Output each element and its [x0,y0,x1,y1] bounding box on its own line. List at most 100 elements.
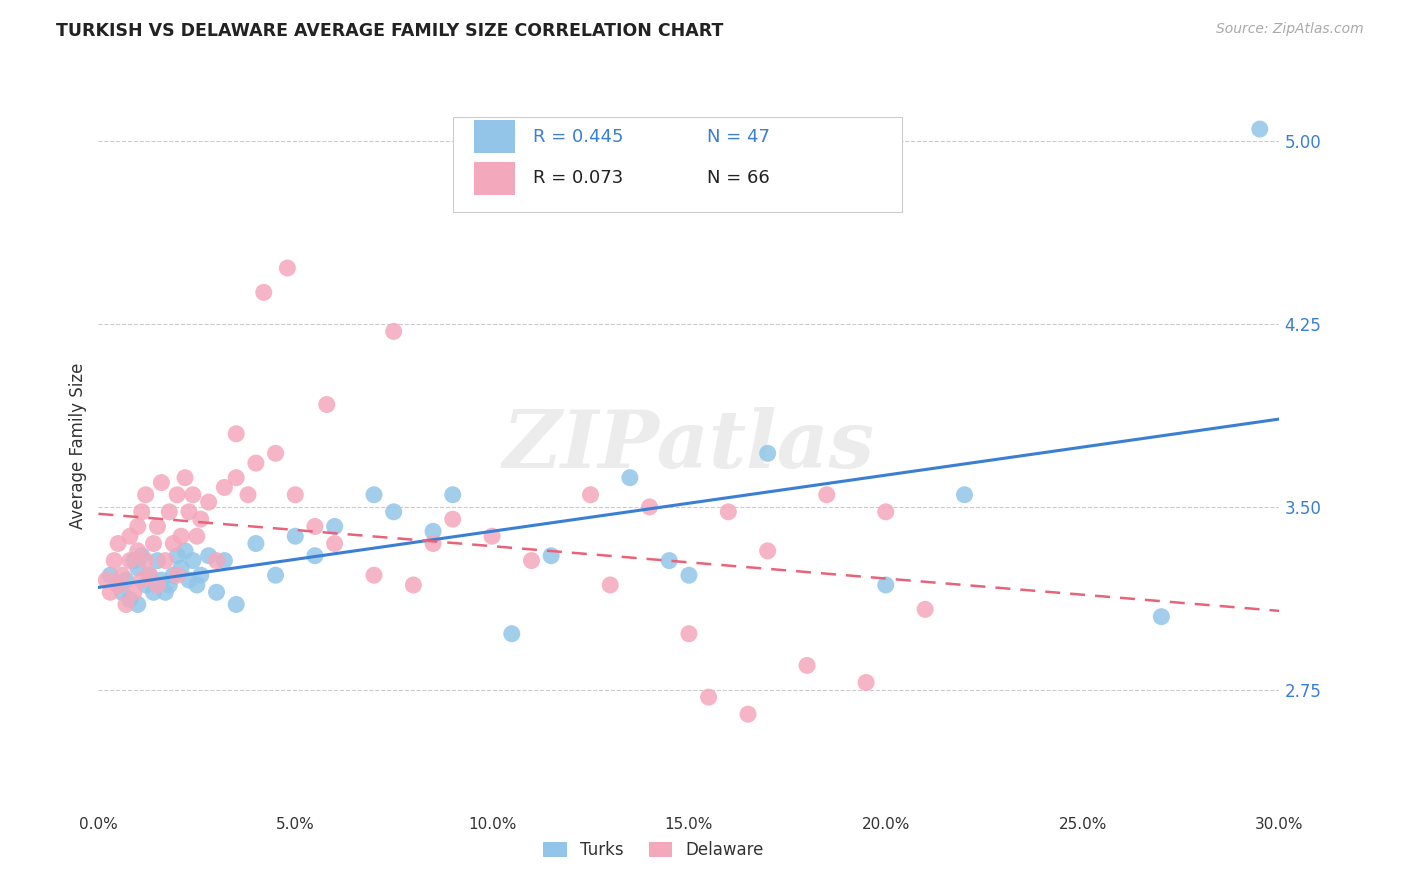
Point [638,500,661,514]
Point [214,553,236,567]
Point [756,544,779,558]
Point [111,585,134,599]
Point [118,529,141,543]
Point [363,568,385,582]
Point [170,529,193,543]
Point [796,658,818,673]
Point [115,598,138,612]
Point [157,505,180,519]
Point [127,598,149,612]
Point [166,488,188,502]
Point [264,568,287,582]
FancyBboxPatch shape [453,117,901,212]
Point [382,325,405,339]
Point [264,446,287,460]
Point [166,568,188,582]
Point [520,553,543,567]
Point [304,549,326,563]
Point [150,573,173,587]
Point [177,573,200,587]
Point [225,426,247,441]
Point [253,285,276,300]
Point [118,553,141,567]
Point [363,488,385,502]
Text: TURKISH VS DELAWARE AVERAGE FAMILY SIZE CORRELATION CHART: TURKISH VS DELAWARE AVERAGE FAMILY SIZE … [56,22,724,40]
Text: ZIPatlas: ZIPatlas [503,408,875,484]
Point [122,553,145,567]
Point [96,573,118,587]
Point [717,505,740,519]
Point [115,573,138,587]
Y-axis label: Average Family Size: Average Family Size [69,363,87,529]
Point [181,553,204,567]
FancyBboxPatch shape [474,162,516,194]
Point [135,488,157,502]
Point [236,488,259,502]
Point [214,480,236,494]
Point [122,585,145,599]
Text: N = 66: N = 66 [707,169,769,187]
Point [737,707,759,722]
Point [166,549,188,563]
Point [284,529,307,543]
Point [245,536,267,550]
Point [138,568,160,582]
Point [245,456,267,470]
Point [190,512,212,526]
Text: R = 0.073: R = 0.073 [533,169,623,187]
Point [155,553,177,567]
Point [697,690,720,705]
Point [953,488,976,502]
Point [135,553,157,567]
Text: Source: ZipAtlas.com: Source: ZipAtlas.com [1216,22,1364,37]
Point [146,519,169,533]
Point [135,578,157,592]
Point [276,260,298,275]
Point [127,519,149,533]
Point [98,568,121,582]
Point [501,626,523,640]
Point [323,536,346,550]
Point [678,626,700,640]
Point [225,598,247,612]
Point [131,549,153,563]
Point [162,536,184,550]
Point [190,568,212,582]
Point [174,544,197,558]
Point [1249,122,1271,136]
Point [914,602,936,616]
FancyBboxPatch shape [474,120,516,153]
Text: R = 0.445: R = 0.445 [533,128,623,145]
Point [146,578,169,592]
Point [579,488,602,502]
Point [131,573,153,587]
Point [756,446,779,460]
Point [170,561,193,575]
Point [315,398,337,412]
Point [142,585,165,599]
Point [107,578,129,592]
Point [304,519,326,533]
Point [181,488,204,502]
Point [107,536,129,550]
Point [118,592,141,607]
Point [402,578,425,592]
Point [162,568,184,582]
Point [422,524,444,539]
Point [422,536,444,550]
Point [815,488,838,502]
Point [875,505,897,519]
Point [599,578,621,592]
Point [177,505,200,519]
Point [138,568,160,582]
Point [174,471,197,485]
Point [142,536,165,550]
Point [98,585,121,599]
Point [225,471,247,485]
Point [157,578,180,592]
Point [155,585,177,599]
Point [205,553,228,567]
Point [1150,609,1173,624]
Point [855,675,877,690]
Point [197,495,219,509]
